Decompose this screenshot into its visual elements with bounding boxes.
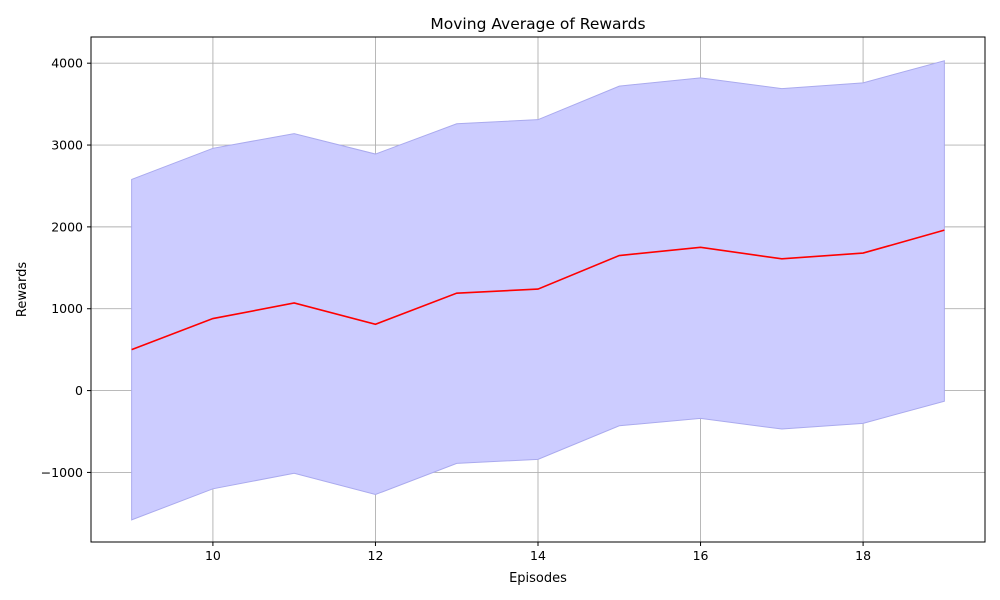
band-layer xyxy=(131,60,945,521)
x-tick-label: 14 xyxy=(530,548,546,563)
std-band xyxy=(131,60,945,521)
y-tick-label: −1000 xyxy=(41,465,83,480)
x-ticks: 10 12 14 16 18 xyxy=(205,542,871,563)
moving-average-line xyxy=(131,229,945,351)
chart-title: Moving Average of Rewards xyxy=(430,15,645,33)
x-axis-label: Episodes xyxy=(509,571,567,586)
y-tick-label: 0 xyxy=(75,383,83,398)
y-tick-label: 4000 xyxy=(51,56,83,71)
x-tick-label: 10 xyxy=(205,548,221,563)
y-tick-label: 3000 xyxy=(51,138,83,153)
y-ticks: −1000 0 1000 2000 3000 4000 xyxy=(41,56,91,480)
y-axis-label: Rewards xyxy=(15,262,30,317)
series-layer xyxy=(131,229,945,351)
x-tick-label: 18 xyxy=(855,548,871,563)
x-tick-label: 16 xyxy=(693,548,709,563)
y-tick-label: 1000 xyxy=(51,301,83,316)
y-tick-label: 2000 xyxy=(51,219,83,234)
x-tick-label: 12 xyxy=(368,548,384,563)
